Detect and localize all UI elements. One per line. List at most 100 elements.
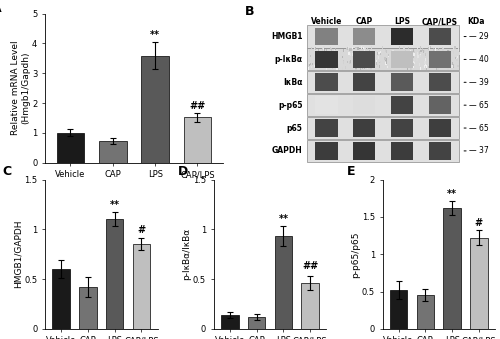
- Bar: [438, 65, 439, 67]
- Bar: [380, 53, 381, 55]
- Bar: [352, 74, 376, 91]
- Bar: [344, 66, 346, 69]
- Bar: [396, 65, 397, 68]
- Y-axis label: Relative mRNA Level
(Hmgb1/Gapdh): Relative mRNA Level (Hmgb1/Gapdh): [11, 41, 30, 136]
- Bar: [338, 61, 339, 64]
- Bar: [342, 67, 344, 69]
- Bar: [308, 64, 310, 66]
- Bar: [334, 48, 336, 51]
- Bar: [327, 57, 328, 60]
- Bar: [367, 61, 368, 63]
- Bar: [438, 65, 440, 68]
- Bar: [436, 60, 438, 63]
- Bar: [309, 63, 310, 66]
- Bar: [347, 47, 348, 50]
- Bar: [386, 58, 388, 61]
- Bar: [324, 49, 326, 52]
- Bar: [358, 49, 360, 52]
- Bar: [330, 47, 331, 50]
- Bar: [396, 57, 398, 60]
- Bar: [390, 28, 413, 45]
- Bar: [452, 51, 454, 54]
- Bar: [414, 51, 416, 53]
- Bar: [426, 65, 427, 68]
- Bar: [346, 47, 347, 50]
- Bar: [322, 48, 323, 51]
- Bar: [410, 67, 411, 70]
- Bar: [314, 48, 315, 51]
- Bar: [413, 66, 414, 68]
- Bar: [390, 58, 392, 61]
- Bar: [357, 59, 358, 62]
- Bar: [448, 50, 450, 53]
- Bar: [457, 56, 458, 58]
- Bar: [355, 52, 356, 54]
- Bar: [318, 49, 320, 52]
- Bar: [322, 53, 324, 56]
- Y-axis label: p-p65/p65: p-p65/p65: [352, 231, 360, 278]
- Bar: [334, 55, 336, 57]
- Bar: [364, 56, 366, 59]
- Bar: [453, 48, 454, 51]
- Bar: [449, 58, 450, 60]
- Bar: [416, 295, 434, 329]
- Bar: [364, 59, 366, 62]
- Bar: [370, 67, 372, 69]
- Bar: [342, 61, 344, 64]
- Bar: [344, 49, 346, 52]
- Bar: [452, 62, 454, 65]
- Bar: [334, 49, 336, 52]
- Bar: [355, 51, 356, 54]
- Bar: [396, 64, 398, 67]
- Bar: [424, 65, 425, 68]
- Bar: [330, 55, 332, 57]
- Bar: [374, 56, 375, 58]
- Bar: [449, 65, 450, 67]
- Bar: [416, 58, 418, 61]
- Bar: [320, 60, 322, 63]
- Bar: [315, 28, 338, 45]
- Bar: [430, 46, 431, 48]
- Bar: [374, 61, 376, 64]
- Bar: [391, 59, 392, 62]
- Bar: [350, 60, 351, 63]
- Bar: [364, 67, 365, 69]
- Bar: [433, 54, 434, 57]
- Text: C: C: [2, 165, 12, 178]
- Bar: [314, 65, 316, 67]
- Bar: [454, 57, 456, 59]
- Bar: [352, 53, 353, 56]
- Bar: [416, 46, 418, 49]
- Bar: [382, 47, 383, 50]
- Bar: [426, 64, 428, 66]
- Bar: [424, 49, 425, 52]
- Bar: [314, 64, 315, 67]
- Text: p-p65: p-p65: [278, 101, 302, 110]
- Bar: [470, 238, 488, 329]
- Bar: [420, 54, 422, 57]
- Bar: [428, 47, 429, 49]
- Text: D: D: [178, 165, 188, 178]
- Bar: [221, 315, 238, 329]
- Bar: [432, 48, 434, 51]
- Bar: [338, 64, 339, 66]
- Text: — 65: — 65: [468, 101, 488, 110]
- Bar: [420, 67, 421, 70]
- Bar: [436, 63, 438, 65]
- Bar: [426, 67, 428, 70]
- Bar: [433, 50, 434, 53]
- Bar: [369, 63, 370, 66]
- Bar: [356, 48, 358, 51]
- Bar: [412, 55, 414, 58]
- Bar: [314, 63, 316, 65]
- Bar: [330, 65, 332, 68]
- Bar: [349, 48, 350, 51]
- Bar: [450, 61, 452, 64]
- Bar: [442, 47, 443, 50]
- Bar: [332, 53, 333, 55]
- Bar: [424, 58, 426, 61]
- Bar: [428, 119, 452, 137]
- Bar: [308, 51, 310, 53]
- Bar: [428, 74, 452, 91]
- Bar: [430, 61, 432, 63]
